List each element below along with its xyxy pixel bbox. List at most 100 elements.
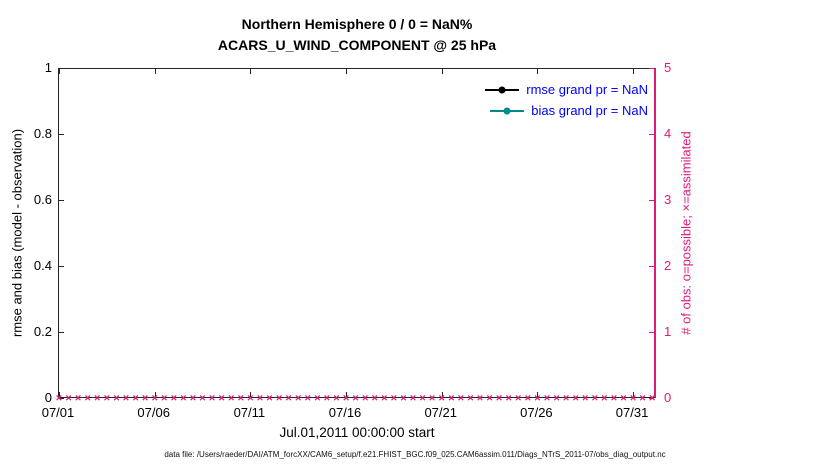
- obs-count-marker: ×: [572, 392, 579, 405]
- obs-count-marker: ×: [361, 392, 369, 405]
- x-tick-label: 07/26: [520, 405, 553, 420]
- x-tick-label: 07/21: [424, 405, 457, 420]
- obs-count-marker: ×: [390, 392, 398, 405]
- left-tick-mark: [59, 200, 64, 201]
- obs-count-marker: ×: [122, 392, 130, 405]
- x-tick-mark-bottom: [633, 392, 635, 397]
- obs-count-marker: ×: [218, 392, 225, 405]
- rmse-line-sample: [485, 86, 520, 93]
- x-tick-label: 07/11: [233, 405, 266, 420]
- chart-title-line2: ACARS_U_WIND_COMPONENT @ 25 hPa: [217, 37, 497, 53]
- obs-count-marker: ×: [515, 392, 522, 405]
- obs-count-marker: ×: [639, 392, 646, 405]
- x-tick-mark-top: [441, 69, 443, 74]
- right-y-tick-label: 3: [664, 192, 672, 207]
- obs-count-marker: ×: [208, 392, 216, 405]
- obs-count-marker: ×: [381, 392, 388, 405]
- obs-count-marker: ×: [180, 392, 187, 405]
- data-file-path: data file: /Users/raeder/DAI/ATM_forcXX/…: [164, 450, 666, 459]
- obs-count-marker: ×: [228, 392, 235, 405]
- obs-count-marker: ×: [275, 392, 283, 405]
- obs-count-marker: ×: [505, 392, 512, 405]
- right-tick-mark: [649, 266, 654, 267]
- right-y-tick-label: 2: [664, 258, 672, 273]
- obs-count-marker: ×: [562, 392, 570, 405]
- obs-count-marker: ×: [534, 392, 541, 405]
- obs-count-marker: ×: [113, 392, 120, 405]
- x-tick-label: 07/16: [328, 405, 362, 420]
- left-y-tick-label: 0.2: [33, 324, 52, 339]
- obs-count-marker: ×: [476, 392, 484, 405]
- obs-count-marker: ×: [314, 392, 321, 405]
- right-y-tick-label: 4: [664, 126, 672, 141]
- obs-count-marker: ×: [285, 392, 292, 405]
- x-tick-mark-top: [537, 69, 539, 74]
- obs-count-marker: ×: [400, 392, 407, 405]
- obs-count-marker: ×: [448, 392, 455, 405]
- obs-count-marker: ×: [199, 392, 206, 405]
- right-y-tick-label: 1: [664, 324, 672, 339]
- left-tick-mark: [59, 68, 64, 69]
- legend-entry-rmse: rmse grand pr = NaN: [485, 79, 648, 100]
- left-y-tick-label: 1: [44, 60, 52, 75]
- right-tick-mark: [649, 398, 654, 399]
- obs-count-marker: ×: [94, 392, 101, 405]
- left-y-tick-label: 0.6: [33, 192, 52, 207]
- obs-count-marker: ×: [189, 392, 197, 405]
- right-axis-label: # of obs: o=possible; ×=assimilated: [678, 131, 694, 335]
- obs-count-marker: ×: [74, 392, 82, 405]
- x-tick-mark-bottom: [537, 392, 539, 397]
- obs-count-marker: ×: [428, 392, 436, 405]
- chart-title-line1: Northern Hemisphere 0 / 0 = NaN%: [241, 16, 473, 32]
- obs-count-marker: ×: [161, 392, 168, 405]
- legend: rmse grand pr = NaN bias grand pr = NaN: [485, 79, 648, 121]
- left-y-tick-label: 0.8: [33, 126, 52, 141]
- x-tick-mark-top: [633, 69, 635, 74]
- x-tick-mark-bottom: [154, 392, 156, 397]
- obs-count-marker: ×: [495, 392, 503, 405]
- obs-count-marker: ×: [582, 392, 589, 405]
- x-tick-mark-bottom: [59, 392, 60, 397]
- plot-area: rmse grand pr = NaN bias grand pr = NaN …: [56, 68, 656, 404]
- obs-count-marker: ×: [486, 392, 493, 405]
- obs-count-marker: ×: [438, 392, 445, 405]
- obs-count-marker: ×: [84, 392, 91, 405]
- obs-count-marker: ×: [610, 392, 618, 405]
- bias-line-sample: [490, 107, 525, 114]
- x-tick-label: 07/06: [137, 405, 170, 420]
- right-tick-mark: [649, 68, 654, 69]
- obs-count-marker: ×: [333, 392, 340, 405]
- x-tick-mark-top: [346, 69, 348, 74]
- obs-count-marker: ×: [103, 392, 111, 405]
- obs-count-marker: ×: [419, 392, 426, 405]
- obs-count-marker: ×: [151, 392, 158, 405]
- right-tick-mark: [649, 332, 654, 333]
- left-y-tick-label: 0: [44, 390, 52, 405]
- obs-count-marker: ×: [601, 392, 608, 405]
- obs-count-marker: ×: [247, 392, 254, 405]
- obs-count-marker: ×: [141, 392, 149, 405]
- left-tick-mark: [59, 134, 64, 135]
- obs-count-marker: ×: [620, 392, 627, 405]
- right-tick-mark: [649, 134, 654, 135]
- obs-count-marker: ×: [371, 392, 378, 405]
- obs-count-marker: ×: [266, 392, 273, 405]
- obs-count-marker: ×: [323, 392, 331, 405]
- obs-count-marker: ×: [467, 392, 474, 405]
- left-axis-label: rmse and bias (model - observation): [9, 128, 25, 338]
- legend-entry-bias: bias grand pr = NaN: [485, 100, 648, 121]
- x-tick-label: 07/31: [615, 405, 649, 420]
- right-y-tick-label: 0: [664, 390, 672, 405]
- left-tick-mark: [59, 266, 64, 267]
- obs-count-marker: ×: [524, 392, 532, 405]
- obs-count-marker: ×: [648, 392, 656, 405]
- x-tick-mark-bottom: [441, 392, 443, 397]
- obs-count-marker: ×: [65, 392, 72, 405]
- x-axis-label: Jul.01,2011 00:00:00 start: [279, 425, 435, 440]
- x-tick-mark-top: [154, 69, 156, 74]
- obs-count-marker: ×: [457, 392, 465, 405]
- obs-count-marker: ×: [409, 392, 417, 405]
- obs-count-marker: ×: [304, 392, 311, 405]
- obs-count-marker: ×: [170, 392, 178, 405]
